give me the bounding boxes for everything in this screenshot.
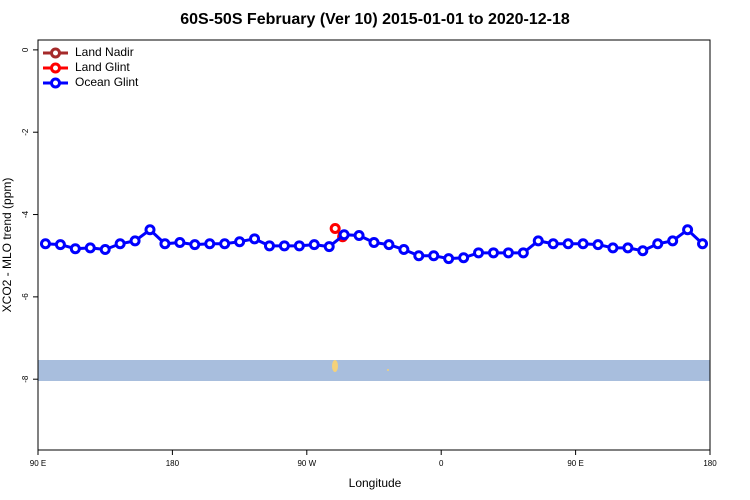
point: [607, 242, 619, 254]
point: [428, 250, 440, 262]
point: [562, 238, 574, 250]
point: [577, 238, 589, 250]
legend-label: Land Glint: [75, 60, 130, 74]
plot-frame: [37, 39, 711, 451]
point: [189, 239, 201, 251]
point: [622, 242, 634, 254]
x-tick-label: 180: [703, 459, 717, 468]
legend-label: Land Nadir: [75, 45, 134, 59]
point: [532, 235, 544, 247]
point: [697, 238, 709, 250]
y-tick-label: 0: [21, 47, 30, 52]
point: [159, 238, 171, 250]
map-strip: [38, 360, 710, 381]
point: [652, 238, 664, 250]
point: [69, 243, 81, 255]
point: [637, 245, 649, 257]
point: [329, 223, 341, 235]
point: [174, 237, 186, 249]
point: [219, 238, 231, 250]
chart-title: 60S-50S February (Ver 10) 2015-01-01 to …: [180, 11, 570, 28]
point: [517, 247, 529, 259]
point: [338, 229, 350, 241]
point: [263, 240, 275, 252]
point: [308, 239, 320, 251]
legend-label: Ocean Glint: [75, 75, 139, 89]
x-tick-label: 90 E: [567, 459, 583, 468]
point: [473, 247, 485, 259]
x-tick-label: 90 E: [30, 459, 46, 468]
point: [204, 238, 216, 250]
x-tick-label: 0: [439, 459, 444, 468]
legend-marker: [50, 62, 61, 74]
y-tick-label: -8: [21, 375, 30, 383]
y-tick-label: -2: [21, 128, 30, 136]
legend-marker: [50, 47, 61, 59]
point: [458, 252, 470, 264]
point: [144, 224, 156, 236]
point: [547, 238, 559, 250]
point: [592, 239, 604, 251]
point: [323, 241, 335, 253]
point: [487, 247, 499, 259]
point: [368, 237, 380, 249]
point: [667, 235, 679, 247]
point: [99, 244, 111, 256]
point: [398, 244, 410, 256]
point: [278, 240, 290, 252]
point: [502, 247, 514, 259]
land-speck: [387, 369, 389, 371]
point: [234, 236, 246, 248]
x-tick-label: 180: [166, 459, 180, 468]
point: [54, 239, 66, 251]
legend-marker: [50, 77, 61, 89]
point: [39, 238, 51, 250]
y-tick-label: -4: [21, 210, 30, 218]
y-axis-label: XCO2 - MLO trend (ppm): [0, 178, 14, 313]
y-tick-label: -6: [21, 293, 30, 301]
point: [293, 240, 305, 252]
point: [682, 224, 694, 236]
point: [413, 250, 425, 262]
point: [353, 230, 365, 242]
land-speck: [332, 360, 338, 372]
point: [84, 242, 96, 254]
x-axis-label: Longitude: [349, 476, 402, 490]
point: [249, 233, 261, 245]
point: [114, 238, 126, 250]
point: [129, 235, 141, 247]
point: [443, 253, 455, 265]
point: [383, 239, 395, 251]
x-tick-label: 90 W: [297, 459, 316, 468]
